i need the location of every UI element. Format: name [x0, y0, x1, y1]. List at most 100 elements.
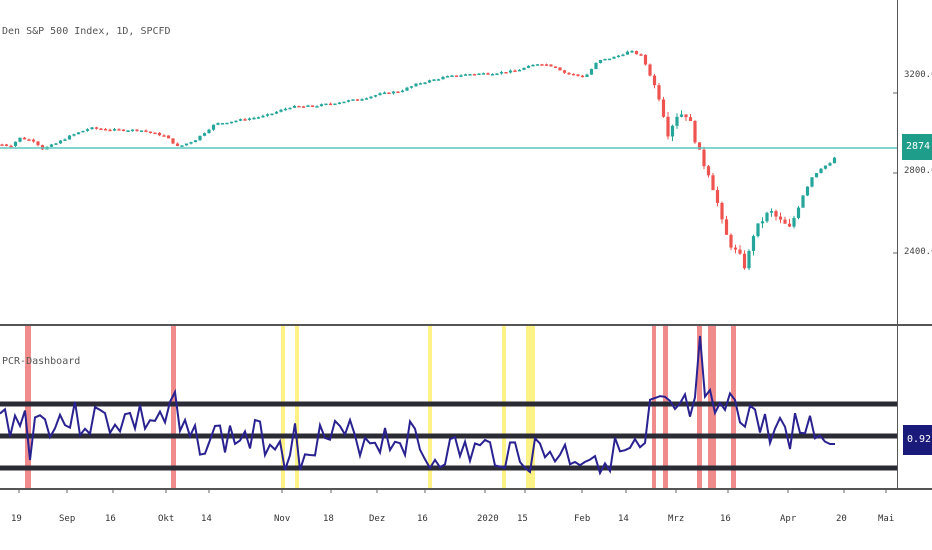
- time-label: Sep: [59, 514, 76, 524]
- candle-down: [697, 142, 702, 150]
- candle-up: [823, 165, 828, 169]
- price-label-2400: 2400.00: [904, 247, 932, 257]
- candle-down: [580, 75, 585, 78]
- candle-up: [256, 117, 261, 119]
- candle-up: [373, 95, 378, 97]
- candle-down: [454, 75, 459, 77]
- candle-down: [729, 234, 733, 248]
- candle-up: [234, 120, 238, 123]
- candle-down: [243, 119, 247, 121]
- low-pcr-marker: [281, 326, 285, 488]
- low-pcr-marker: [295, 326, 299, 488]
- candle-down: [774, 211, 778, 217]
- candle-up: [418, 83, 423, 85]
- time-label: 14: [201, 514, 212, 524]
- candle-down: [166, 135, 171, 139]
- candle-up: [274, 111, 279, 114]
- candle-up: [535, 64, 540, 66]
- candle-up: [805, 186, 810, 196]
- last-price-badge: 2874.57: [902, 134, 932, 160]
- candle-down: [4, 144, 9, 146]
- candle-down: [328, 103, 333, 106]
- price-label-2800: 2800.00: [904, 166, 932, 176]
- time-label: Apr: [780, 514, 797, 524]
- candle-down: [27, 139, 31, 141]
- candle-up: [810, 177, 814, 187]
- high-pcr-marker: [697, 326, 702, 488]
- high-pcr-marker: [663, 326, 668, 488]
- candle-up: [679, 114, 684, 117]
- candle-up: [423, 82, 427, 84]
- candle-down: [540, 64, 544, 66]
- candle-up: [216, 123, 220, 125]
- candle-down: [36, 141, 40, 146]
- candle-down: [22, 137, 27, 140]
- candle-up: [319, 104, 324, 107]
- price-scale-border: [897, 0, 898, 488]
- candle-up: [378, 93, 382, 96]
- candle-up: [342, 101, 346, 104]
- candle-down: [720, 202, 724, 220]
- time-label: Mrz: [668, 514, 685, 524]
- candle-up: [211, 124, 216, 130]
- time-label: 14: [618, 514, 629, 524]
- candle-up: [67, 135, 72, 140]
- candle-up: [436, 79, 441, 81]
- candle-up: [616, 55, 621, 58]
- candle-down: [711, 175, 715, 191]
- candle-down: [544, 64, 549, 66]
- candle-up: [598, 60, 603, 63]
- time-label: Feb: [574, 514, 591, 524]
- candle-up: [445, 76, 450, 78]
- candle-down: [117, 129, 121, 131]
- candle-up: [432, 79, 436, 81]
- candle-down: [562, 70, 567, 73]
- candle-up: [261, 115, 265, 118]
- candle-up: [220, 123, 225, 125]
- candle-up: [625, 51, 630, 55]
- candle-down: [0, 144, 4, 146]
- high-pcr-marker: [25, 326, 31, 488]
- candle-up: [441, 77, 445, 80]
- candle-down: [135, 129, 139, 132]
- pane-separator[interactable]: [0, 324, 932, 326]
- candle-up: [279, 109, 283, 112]
- candle-up: [769, 211, 774, 213]
- candle-up: [324, 103, 328, 106]
- candle-up: [792, 218, 796, 227]
- candle-down: [666, 116, 670, 137]
- candle-up: [814, 173, 819, 178]
- candle-down: [148, 131, 153, 134]
- candle-down: [688, 117, 693, 121]
- candle-up: [238, 119, 243, 121]
- high-pcr-marker: [171, 326, 176, 488]
- candle-up: [270, 113, 274, 116]
- candle-up: [612, 56, 616, 59]
- candle-down: [171, 138, 175, 144]
- candle-up: [409, 86, 414, 88]
- candle-down: [504, 72, 508, 74]
- candle-down: [652, 75, 657, 86]
- candle-up: [621, 54, 625, 57]
- candle-down: [153, 132, 157, 135]
- low-pcr-marker: [502, 326, 506, 488]
- candle-down: [9, 145, 13, 148]
- candle-up: [63, 139, 67, 141]
- candle-up: [76, 132, 81, 135]
- candle-up: [459, 75, 463, 77]
- candle-down: [108, 129, 112, 132]
- candle-up: [508, 70, 513, 73]
- candle-up: [585, 74, 589, 77]
- high-pcr-marker: [731, 326, 736, 488]
- candle-down: [144, 130, 148, 132]
- candle-up: [130, 129, 135, 132]
- candle-up: [589, 69, 594, 75]
- candle-down: [661, 99, 666, 117]
- candle-up: [391, 91, 396, 94]
- candle-up: [801, 195, 805, 208]
- time-label: Mai: [878, 514, 895, 524]
- candle-up: [252, 117, 256, 120]
- candle-up: [292, 105, 297, 108]
